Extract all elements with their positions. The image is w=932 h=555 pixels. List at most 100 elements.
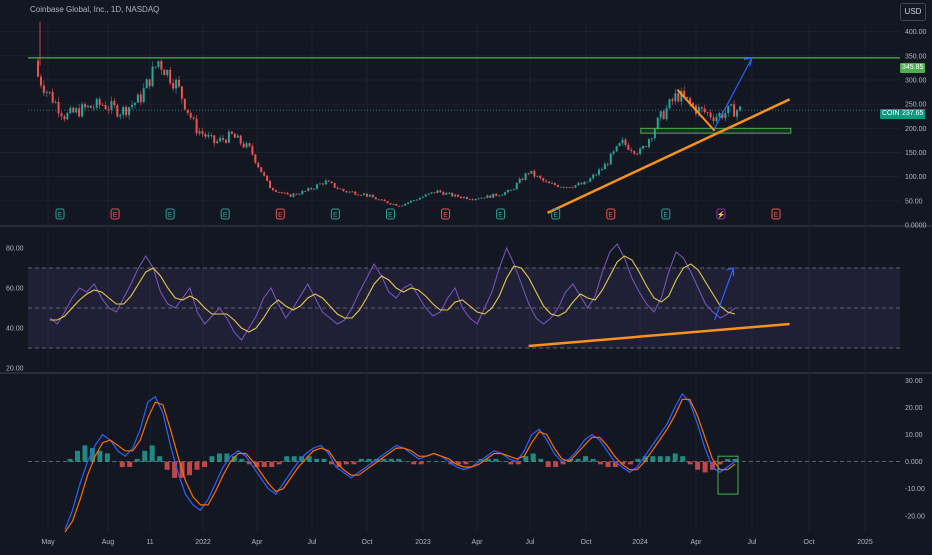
earnings-marker-label: E: [333, 212, 338, 219]
candle-body: [89, 105, 92, 108]
candle-body: [227, 131, 230, 143]
candle-body: [662, 111, 665, 120]
candle-body: [736, 110, 739, 117]
price-y-tick-label: 0.0000: [905, 223, 927, 230]
candle-body: [692, 103, 695, 106]
macd-histogram-bar: [254, 461, 260, 468]
x-tick-label: Apr: [472, 539, 484, 546]
macd-histogram-bar: [612, 461, 618, 468]
x-tick-label: 2024: [632, 539, 648, 546]
candle-body: [489, 195, 492, 198]
candle-body: [201, 131, 204, 135]
candle-body: [363, 193, 366, 196]
candle-body: [213, 135, 216, 144]
macd-histogram-bar: [366, 458, 372, 462]
candle-body: [659, 111, 662, 118]
earnings-marker: [771, 208, 781, 220]
rsi-projection-arrowhead: [726, 267, 735, 276]
candle-body: [133, 102, 136, 105]
x-tick-label: Jul: [526, 539, 535, 546]
candle-body: [330, 181, 333, 184]
macd-histogram-bar: [710, 461, 716, 470]
candle-body: [339, 188, 342, 190]
earnings-marker-label: E: [168, 212, 173, 219]
rsi-y-tick-label: 80.00: [6, 246, 24, 253]
earnings-marker-label: E: [223, 212, 228, 219]
price-y-tick-label: 350.00: [905, 53, 927, 60]
macd-histogram-bar: [388, 458, 394, 462]
candle-body: [589, 178, 592, 182]
price-y-tick-label: 50.00: [905, 198, 923, 205]
candle-body: [69, 107, 72, 114]
candle-body: [66, 113, 69, 120]
macd-histogram-bar: [627, 461, 633, 465]
candle-body: [248, 143, 251, 147]
macd-histogram-bar: [665, 456, 671, 462]
candle-body: [580, 183, 583, 185]
candle-body: [474, 198, 477, 200]
candle-body: [624, 139, 627, 145]
macd-histogram-bar: [216, 453, 222, 462]
candle-body: [48, 91, 51, 93]
candle-body: [559, 186, 562, 188]
price-y-tick-label: 300.00: [905, 78, 927, 85]
candle-body: [548, 181, 551, 184]
candle-body: [457, 194, 460, 197]
candle-body: [295, 193, 298, 195]
candle-body: [647, 139, 650, 147]
candle-body: [471, 199, 474, 201]
candle-body: [645, 146, 648, 147]
price-y-tick-label: 100.00: [905, 174, 927, 181]
candle-body: [298, 194, 301, 196]
macd-histogram-bar: [291, 456, 297, 462]
candle-body: [39, 76, 42, 86]
candle-body: [536, 175, 539, 177]
candle-body: [116, 105, 119, 117]
macd-histogram-bar: [134, 458, 140, 462]
candle-body: [263, 172, 266, 176]
candle-body: [462, 196, 465, 198]
candle-body: [442, 192, 445, 195]
candle-body: [104, 104, 107, 110]
earnings-marker: [606, 208, 616, 220]
candle-body: [533, 170, 536, 177]
x-tick-label: Aug: [102, 539, 115, 546]
candle-body: [439, 190, 442, 193]
macd-y-tick-label: 0.000: [905, 459, 923, 466]
macd-histogram-bar: [97, 450, 103, 462]
candle-body: [551, 183, 554, 184]
macd-histogram-bar: [598, 461, 604, 465]
candle-body: [189, 112, 192, 118]
macd-histogram-bar: [605, 461, 611, 468]
macd-histogram-bar: [560, 461, 566, 465]
candle-body: [389, 203, 392, 205]
candle-body: [251, 146, 254, 155]
candle-body: [571, 187, 574, 189]
candle-body: [612, 151, 615, 154]
macd-highlight-box: [717, 455, 739, 495]
candle-body: [595, 174, 598, 176]
earnings-marker-label: E: [608, 212, 613, 219]
macd-histogram-bar: [642, 456, 648, 462]
candle-body: [321, 183, 324, 185]
candle-body: [125, 106, 128, 116]
candle-body: [515, 183, 518, 190]
candle-body: [639, 148, 642, 155]
support-box: [640, 127, 792, 134]
candle-body: [562, 186, 565, 188]
candle-body: [530, 170, 533, 174]
candle-body: [521, 178, 524, 180]
candle-body: [501, 194, 504, 196]
candle-body: [486, 195, 489, 199]
earnings-marker-label: E: [388, 212, 393, 219]
candle-body: [727, 105, 730, 114]
symbol-title: Coinbase Global, Inc., 1D, NASDAQ: [30, 5, 160, 14]
macd-histogram-bar: [89, 448, 95, 462]
price-falling-trendline: [676, 88, 716, 132]
currency-selector[interactable]: USD: [900, 3, 926, 21]
ticker-tag: COIN: [880, 109, 902, 119]
macd-histogram-bar: [67, 458, 73, 462]
candle-body: [83, 104, 86, 108]
candle-body: [283, 192, 286, 194]
